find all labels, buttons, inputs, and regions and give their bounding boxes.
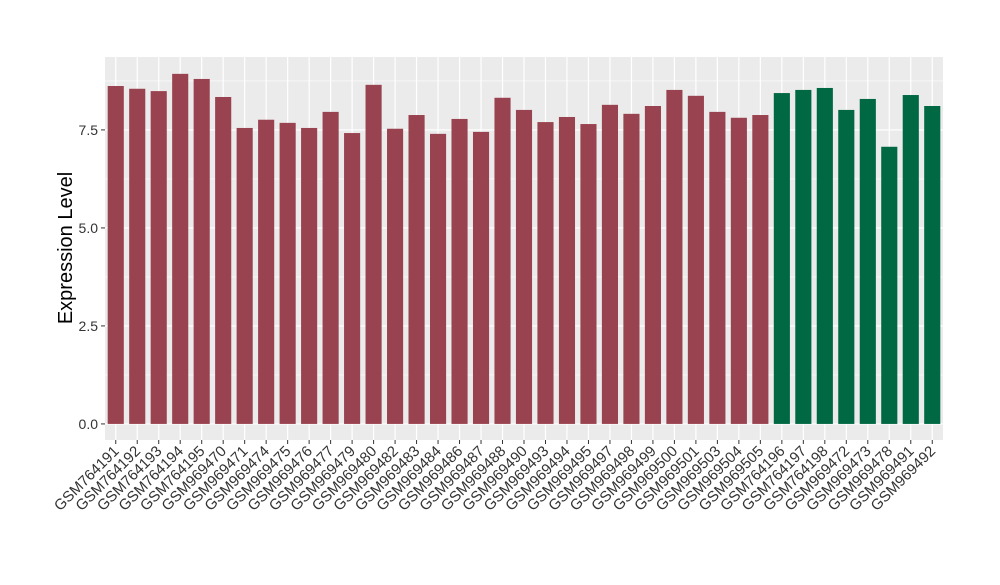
bar [301,127,318,424]
bar [451,118,468,424]
bar [472,131,490,424]
bar [924,106,941,424]
bar [236,127,253,424]
bar [773,93,790,424]
bar [344,133,361,424]
bar [838,109,855,424]
bar [322,111,339,424]
bar [107,86,124,424]
bar [494,97,511,424]
bar [580,124,597,424]
bar [408,115,425,424]
bar [129,88,146,424]
bar [429,133,447,424]
bar [752,115,769,424]
bar [816,87,833,424]
bar [601,104,619,424]
bar [172,73,189,424]
bar [644,106,661,424]
bar [881,146,898,424]
y-axis-title: Expression Level [55,172,77,324]
bar [537,122,554,424]
bar [150,91,167,424]
bar [365,84,382,424]
y-tick-label: 7.5 [79,122,99,138]
bar [558,116,576,424]
bar [258,119,275,424]
bar [709,111,726,424]
bar [859,98,876,424]
y-tick-label: 5.0 [79,220,99,236]
bar [515,109,533,424]
bar [387,128,404,424]
bar [623,113,640,424]
bar [279,122,296,424]
bar [215,96,232,424]
bar [193,78,210,424]
bar [795,89,812,424]
y-tick-label: 0.0 [79,416,99,432]
bar [902,95,919,424]
y-tick-label: 2.5 [79,318,99,334]
bar [730,117,747,424]
bar [666,89,683,424]
bar [687,95,704,424]
